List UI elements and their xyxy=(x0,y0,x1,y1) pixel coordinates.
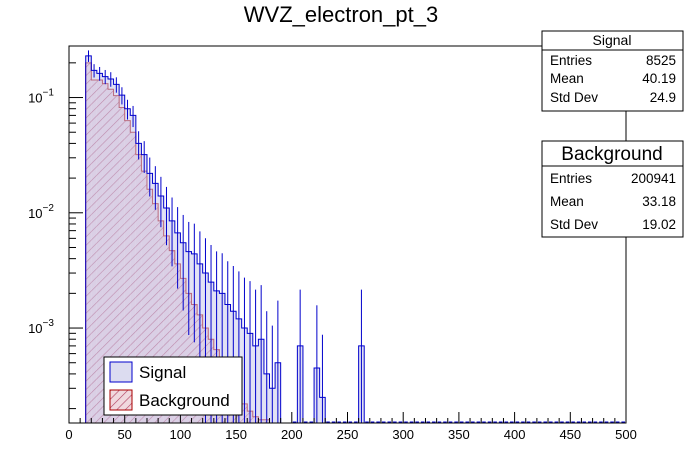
legend-swatch-signal xyxy=(109,361,133,383)
legend-swatch-background xyxy=(109,389,133,411)
histogram-bar xyxy=(180,242,186,423)
y-tick-label: 10−3 xyxy=(28,318,54,336)
histogram-bar xyxy=(102,76,108,424)
histogram-bar xyxy=(119,95,125,423)
chart-title: WVZ_electron_pt_3 xyxy=(244,2,438,27)
signal-stddev-label: Std Dev xyxy=(550,90,598,105)
x-tick-label: 200 xyxy=(281,427,303,442)
x-tick-label: 500 xyxy=(615,427,637,442)
histogram-bar xyxy=(141,154,147,423)
histogram-bar xyxy=(163,208,170,423)
signal-stats-box: Signal Entries 8525 Mean 40.19 Std Dev 2… xyxy=(541,30,684,112)
x-tick-label: 450 xyxy=(559,427,581,442)
legend-label-background: Background xyxy=(139,391,230,410)
background-entries-label: Entries xyxy=(550,171,592,186)
background-stats-box: Background Entries 200941 Mean 33.18 Std… xyxy=(541,140,684,238)
x-tick-label: 400 xyxy=(504,427,526,442)
histogram-bar xyxy=(135,143,142,423)
histogram-bar xyxy=(91,70,97,423)
x-tick-label: 300 xyxy=(392,427,414,442)
x-tick-label: 150 xyxy=(225,427,247,442)
histogram-bar xyxy=(85,55,92,424)
histogram-bar xyxy=(130,115,136,424)
x-tick-label: 250 xyxy=(337,427,359,442)
signal-stddev-value: 24.9 xyxy=(650,90,676,105)
histogram-bar xyxy=(169,220,175,423)
background-mean-value: 33.18 xyxy=(642,194,676,209)
background-mean-label: Mean xyxy=(550,194,584,209)
y-axis: 10−3 10−2 10−1 xyxy=(28,62,83,410)
background-stats-header: Background xyxy=(561,144,662,165)
signal-entries-label: Entries xyxy=(550,53,592,68)
y-tick-label: 10−2 xyxy=(28,203,54,221)
histogram-bar xyxy=(158,195,164,423)
histogram-bar xyxy=(185,251,192,423)
signal-stats-header: Signal xyxy=(593,32,632,48)
signal-mean-value: 40.19 xyxy=(642,71,676,86)
histogram-bar xyxy=(174,232,181,423)
signal-mean-label: Mean xyxy=(550,71,584,86)
y-tick-label: 10−1 xyxy=(28,88,54,106)
histogram-bar xyxy=(113,84,120,424)
legend: Signal Background xyxy=(103,356,243,416)
histogram-bar xyxy=(107,78,114,423)
x-tick-label: 0 xyxy=(65,427,72,442)
histogram-bar xyxy=(96,73,103,424)
x-axis: 0 50 100 150 200 250 300 350 400 450 500 xyxy=(65,412,637,442)
background-entries-value: 200941 xyxy=(631,171,676,186)
histogram-bar xyxy=(124,108,131,423)
x-tick-label: 100 xyxy=(170,427,192,442)
x-tick-label: 350 xyxy=(448,427,470,442)
histogram-bar xyxy=(152,183,159,423)
background-stddev-value: 19.02 xyxy=(642,217,676,232)
legend-label-signal: Signal xyxy=(139,363,186,382)
x-tick-label: 50 xyxy=(117,427,131,442)
signal-entries-value: 8525 xyxy=(646,53,676,68)
background-stddev-label: Std Dev xyxy=(550,217,598,232)
histogram-bar xyxy=(146,173,153,423)
